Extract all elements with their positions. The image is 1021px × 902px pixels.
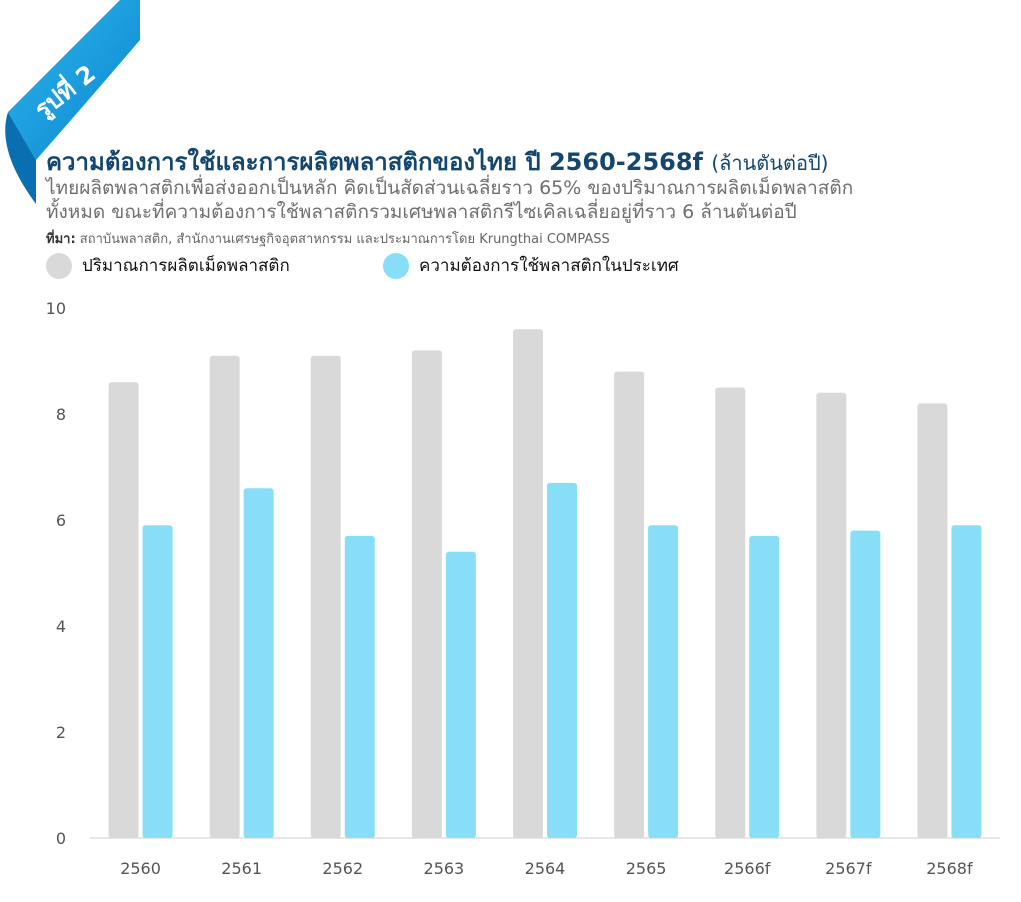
bar-demand	[850, 530, 881, 838]
bar-chart: 0 2 4 6 8 10 2560 2561 2562 2563 2564 2565 2566f 2567…	[46, 299, 1000, 878]
y-tick-label: 0	[56, 829, 66, 848]
x-tick-label: 2565	[626, 859, 667, 878]
bar-production	[816, 392, 847, 838]
legend-item-production: ปริมาณการผลิตเม็ดพลาสติก	[46, 252, 290, 279]
bar-demand	[142, 525, 173, 838]
bar-demand	[547, 482, 577, 838]
legend-swatch-demand	[383, 252, 409, 279]
source-text: สถาบันพลาสติก, สำนักงานเศรษฐกิจอุตสาหกรร…	[75, 232, 610, 247]
legend-label-production: ปริมาณการผลิตเม็ดพลาสติก	[82, 256, 290, 276]
source-label: ที่มา:	[46, 232, 76, 247]
bar-production	[614, 371, 645, 838]
legend-item-demand: ความต้องการใช้พลาสติกในประเทศ	[383, 252, 679, 279]
bar-demand	[648, 525, 679, 838]
x-tick-label: 2560	[120, 859, 161, 878]
y-tick-label: 6	[56, 511, 66, 530]
bar-demand	[749, 535, 780, 838]
chart-unit: (ล้านตันต่อปี)	[711, 151, 829, 175]
bar-production	[917, 403, 948, 838]
x-tick-label: 2566f	[724, 859, 771, 878]
bar-demand	[445, 551, 476, 838]
bar-demand	[951, 525, 982, 838]
y-tick-label: 10	[46, 299, 66, 318]
x-tick-label: 2568f	[926, 859, 973, 878]
legend-swatch-production	[46, 252, 72, 279]
x-tick-label: 2563	[424, 859, 465, 878]
y-tick-label: 4	[56, 617, 66, 636]
x-tick-label: 2567f	[825, 859, 872, 878]
chart-subtitle-line-1: ไทยผลิตพลาสติกเพื่อส่งออกเป็นหลัก คิดเป็…	[46, 177, 854, 199]
figure-badge-ribbon: รูปที่ 2	[5, 0, 140, 204]
bar-production	[513, 329, 543, 838]
chart-source: ที่มา: สถาบันพลาสติก, สำนักงานเศรษฐกิจอุ…	[46, 228, 610, 249]
x-tick-label: 2562	[322, 859, 363, 878]
bar-production	[411, 350, 442, 838]
bar-demand	[243, 488, 274, 838]
y-tick-label: 2	[56, 723, 66, 742]
bar-production	[209, 355, 240, 838]
y-tick-label: 8	[56, 405, 66, 424]
x-tick-label: 2564	[525, 859, 566, 878]
bar-production	[108, 382, 139, 838]
chart-subtitle-line-2: ทั้งหมด ขณะที่ความต้องการใช้พลาสติกรวมเศ…	[46, 201, 797, 223]
x-tick-label: 2561	[221, 859, 262, 878]
bar-production	[715, 387, 746, 838]
bar-demand	[344, 535, 375, 838]
chart-title-text: ความต้องการใช้และการผลิตพลาสติกของไทย ปี…	[46, 148, 703, 176]
chart-title: ความต้องการใช้และการผลิตพลาสติกของไทย ปี…	[46, 142, 828, 181]
legend-label-demand: ความต้องการใช้พลาสติกในประเทศ	[419, 256, 679, 276]
bar-production	[310, 355, 341, 838]
